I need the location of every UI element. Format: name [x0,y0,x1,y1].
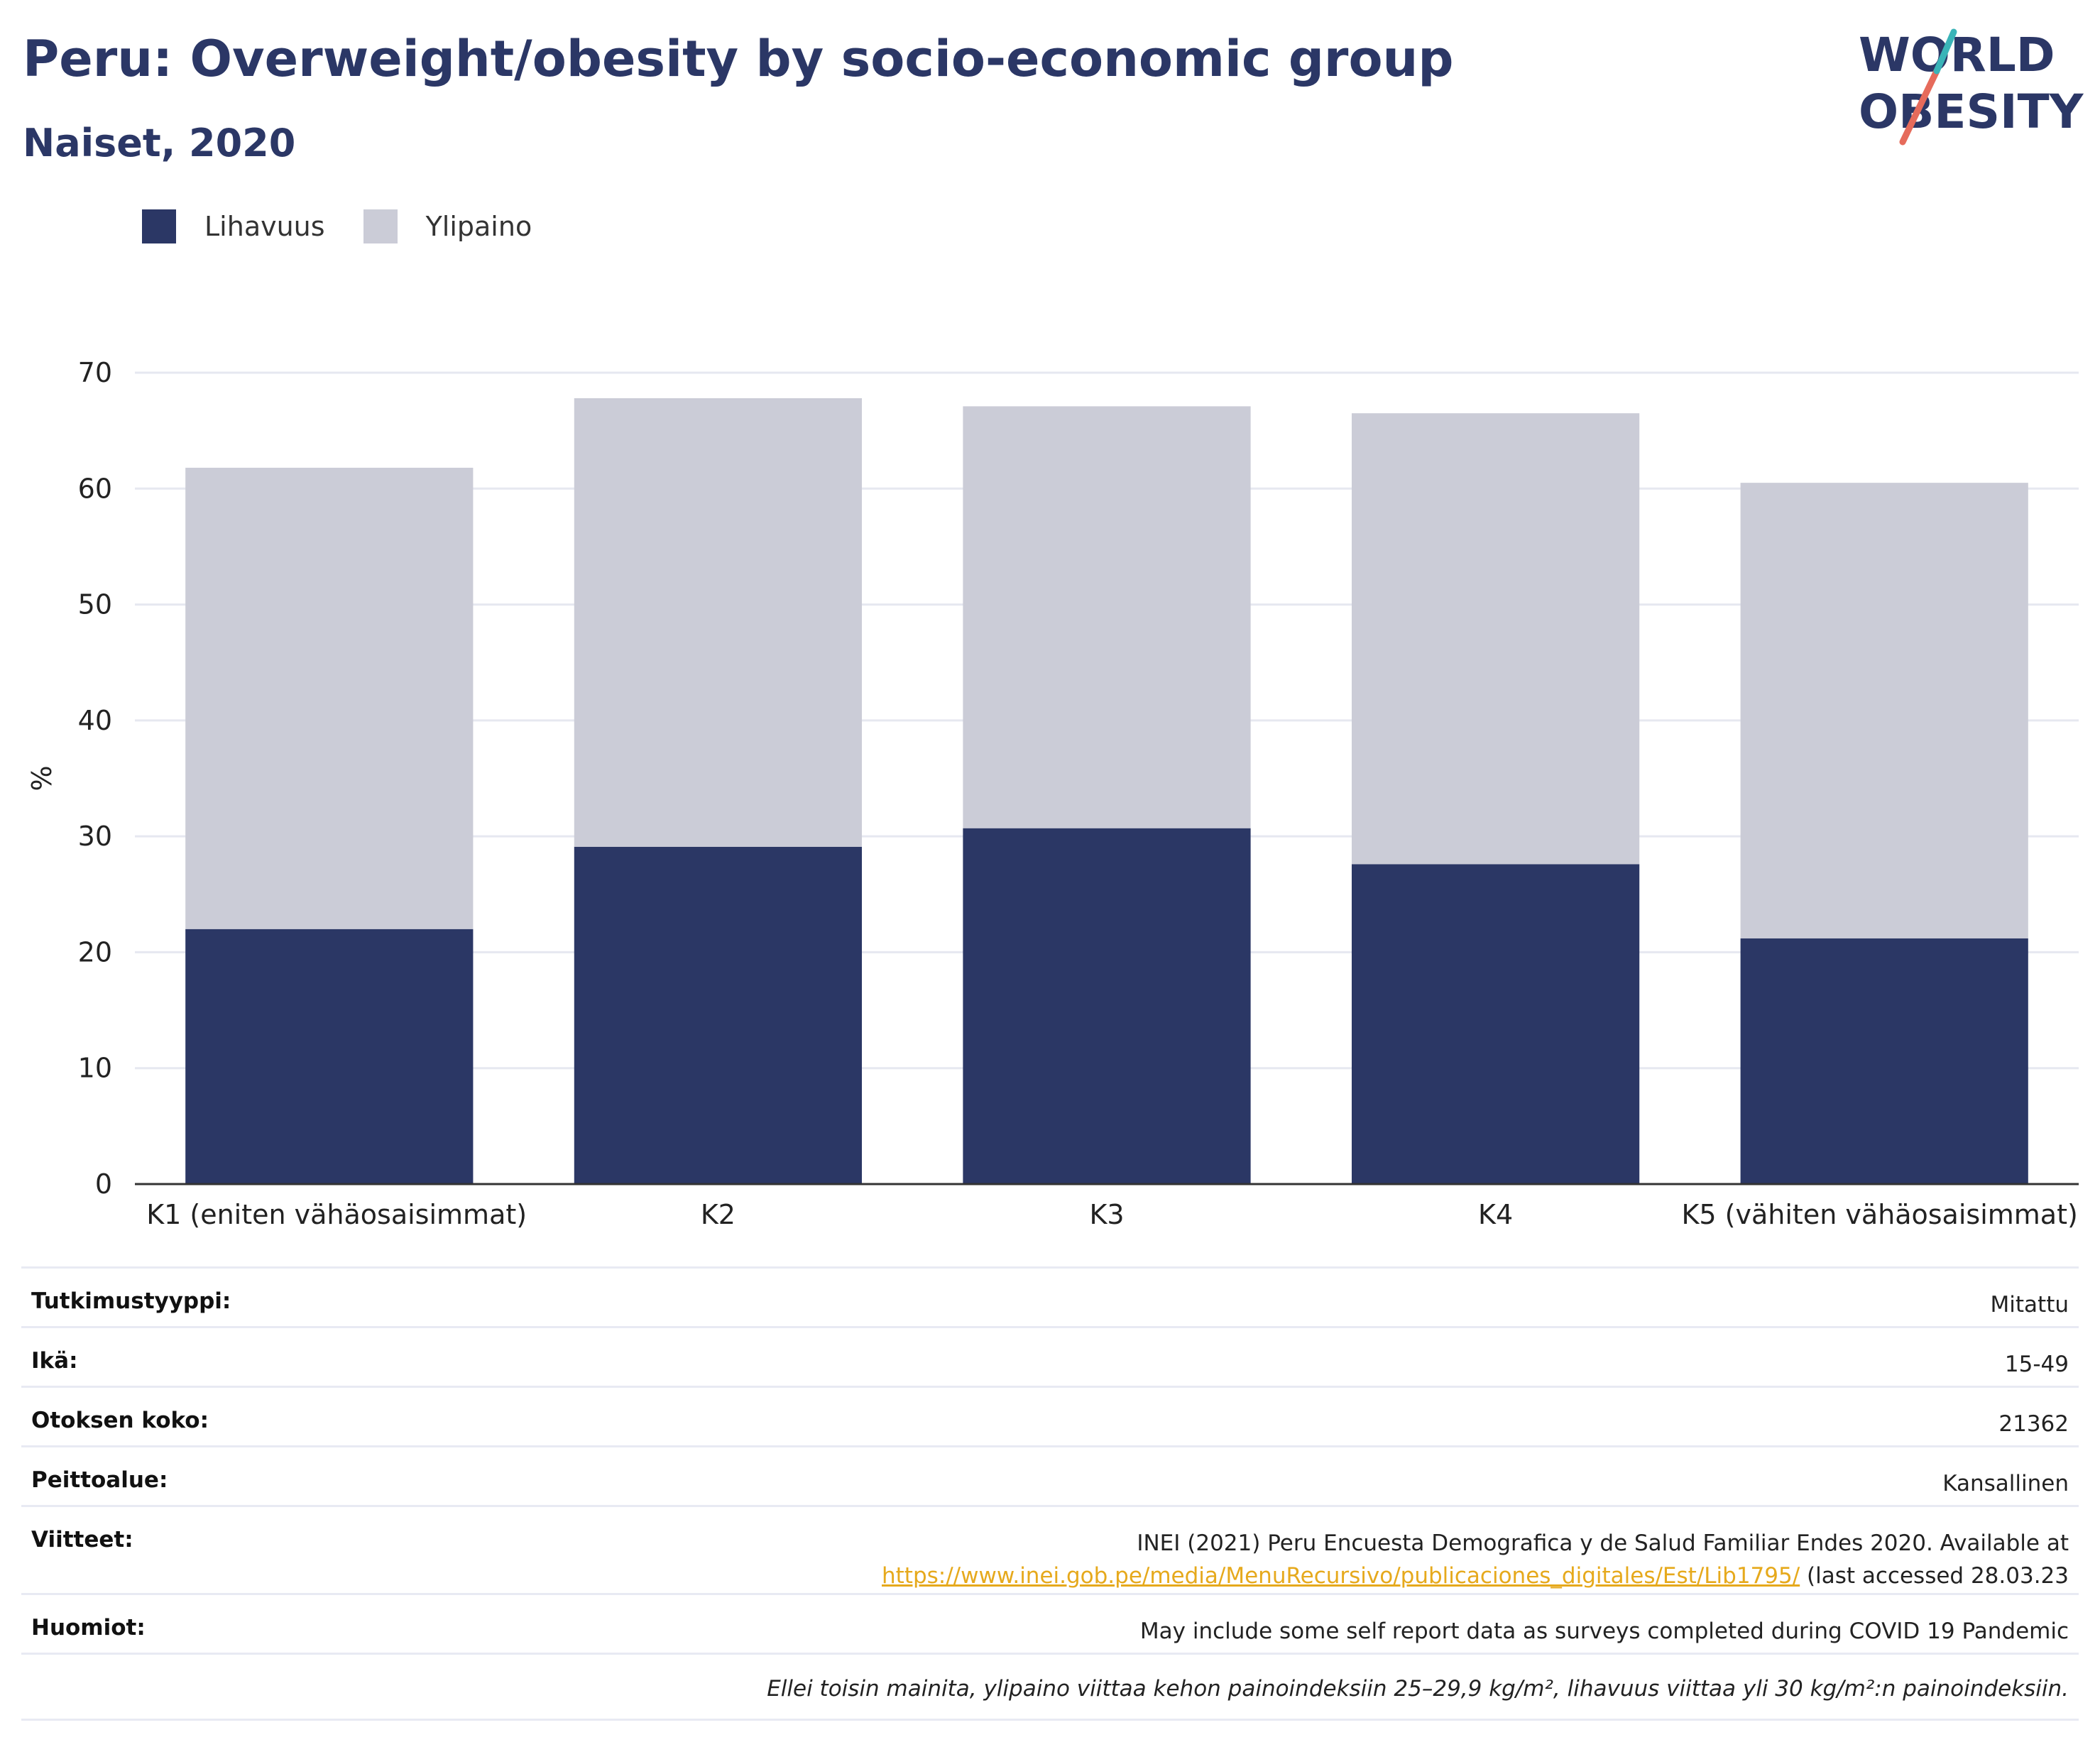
bar-overweight-2 [574,398,863,847]
legend-item-obesity[interactable]: Lihavuus [142,209,325,243]
bar-obesity-2 [574,846,863,1184]
y-tick-label-70: 70 [78,357,112,388]
x-tick-label-1: K1 (eniten vähäosaisimmat) [146,1199,527,1230]
y-tick-label-0: 0 [95,1168,112,1200]
chart-title: Peru: Overweight/obesity by socio-econom… [23,30,1454,88]
bar-obesity-5 [1740,938,2028,1184]
y-tick-label-40: 40 [78,705,112,736]
chart-subtitle: Naiset, 2020 [23,121,296,165]
meta-value-study-type: Mitattu [1990,1292,2069,1318]
stacked-bar-chart: 0 10 20 30 40 50 60 70% K1 (eniten vähäosaisimma… [26,357,2079,1230]
meta-key-sample-size: Otoksen koko: [31,1408,209,1433]
reference-link[interactable]: https://www.inei.gob.pe/media/MenuRecurs… [882,1563,1800,1589]
reference-accessed: (last accessed 28.03.23 [1800,1563,2069,1589]
x-tick-label-2: K2 [701,1199,735,1230]
meta-row-age: Ikä: 15-49 [21,1326,2079,1386]
legend-swatch-obesity [142,209,176,243]
bar-overweight-3 [963,406,1251,828]
meta-value-coverage: Kansallinen [1942,1471,2069,1496]
meta-key-study-type: Tutkimustyyppi: [31,1288,231,1314]
logo-slash-teal [1933,28,1957,75]
x-tick-label-5: K5 (vähiten vähäosaisimmat) [1682,1199,2078,1230]
reference-text: INEI (2021) Peru Encuesta Demografica y … [1137,1530,2069,1556]
legend-label-obesity: Lihavuus [204,211,325,242]
bar-obesity-3 [963,828,1251,1184]
logo-line-2: OBESITY [1859,84,2084,139]
world-obesity-logo: WORLD OBESITY [1859,28,2084,146]
meta-row-references: Viitteet: INEI (2021) Peru Encuesta Demo… [21,1505,2079,1593]
logo-slash-coral [1899,67,1940,146]
meta-value-age: 15-49 [2004,1352,2069,1377]
legend-label-overweight: Ylipaino [425,211,532,242]
x-tick-label-4: K4 [1478,1199,1513,1230]
bar-obesity-4 [1351,864,1640,1184]
meta-row-sample-size: Otoksen koko: 21362 [21,1386,2079,1445]
meta-key-references: Viitteet: [31,1527,133,1552]
y-tick-label-50: 50 [78,589,112,620]
legend-swatch-overweight [363,209,398,243]
definition-footnote: Ellei toisin mainita, ylipaino viittaa k… [21,1653,2079,1721]
y-axis-label: % [26,765,58,791]
logo-line-1: WORLD [1859,28,2055,82]
x-tick-label-3: K3 [1089,1199,1124,1230]
chart-legend: Lihavuus Ylipaino [142,209,570,243]
y-tick-label-30: 30 [78,821,112,852]
meta-key-notes: Huomiot: [31,1615,146,1641]
meta-key-age: Ikä: [31,1348,78,1374]
y-tick-label-60: 60 [78,473,112,504]
bar-overweight-4 [1351,413,1640,865]
meta-value-notes: May include some self report data as sur… [1139,1619,2069,1644]
meta-row-notes: Huomiot: May include some self report da… [21,1593,2079,1653]
meta-row-study-type: Tutkimustyyppi: Mitattu [21,1266,2079,1326]
meta-value-references: INEI (2021) Peru Encuesta Demografica y … [882,1527,2069,1593]
legend-item-overweight[interactable]: Ylipaino [363,209,532,243]
bar-obesity-1 [185,929,474,1184]
meta-value-sample-size: 21362 [1998,1411,2069,1437]
bar-overweight-5 [1740,483,2028,938]
meta-key-coverage: Peittoalue: [31,1467,168,1493]
y-tick-label-10: 10 [78,1053,112,1084]
bar-overweight-1 [185,467,474,929]
meta-row-coverage: Peittoalue: Kansallinen [21,1445,2079,1505]
y-tick-label-20: 20 [78,936,112,968]
metadata-table: Tutkimustyyppi: Mitattu Ikä: 15-49 Otoks… [21,1266,2079,1721]
